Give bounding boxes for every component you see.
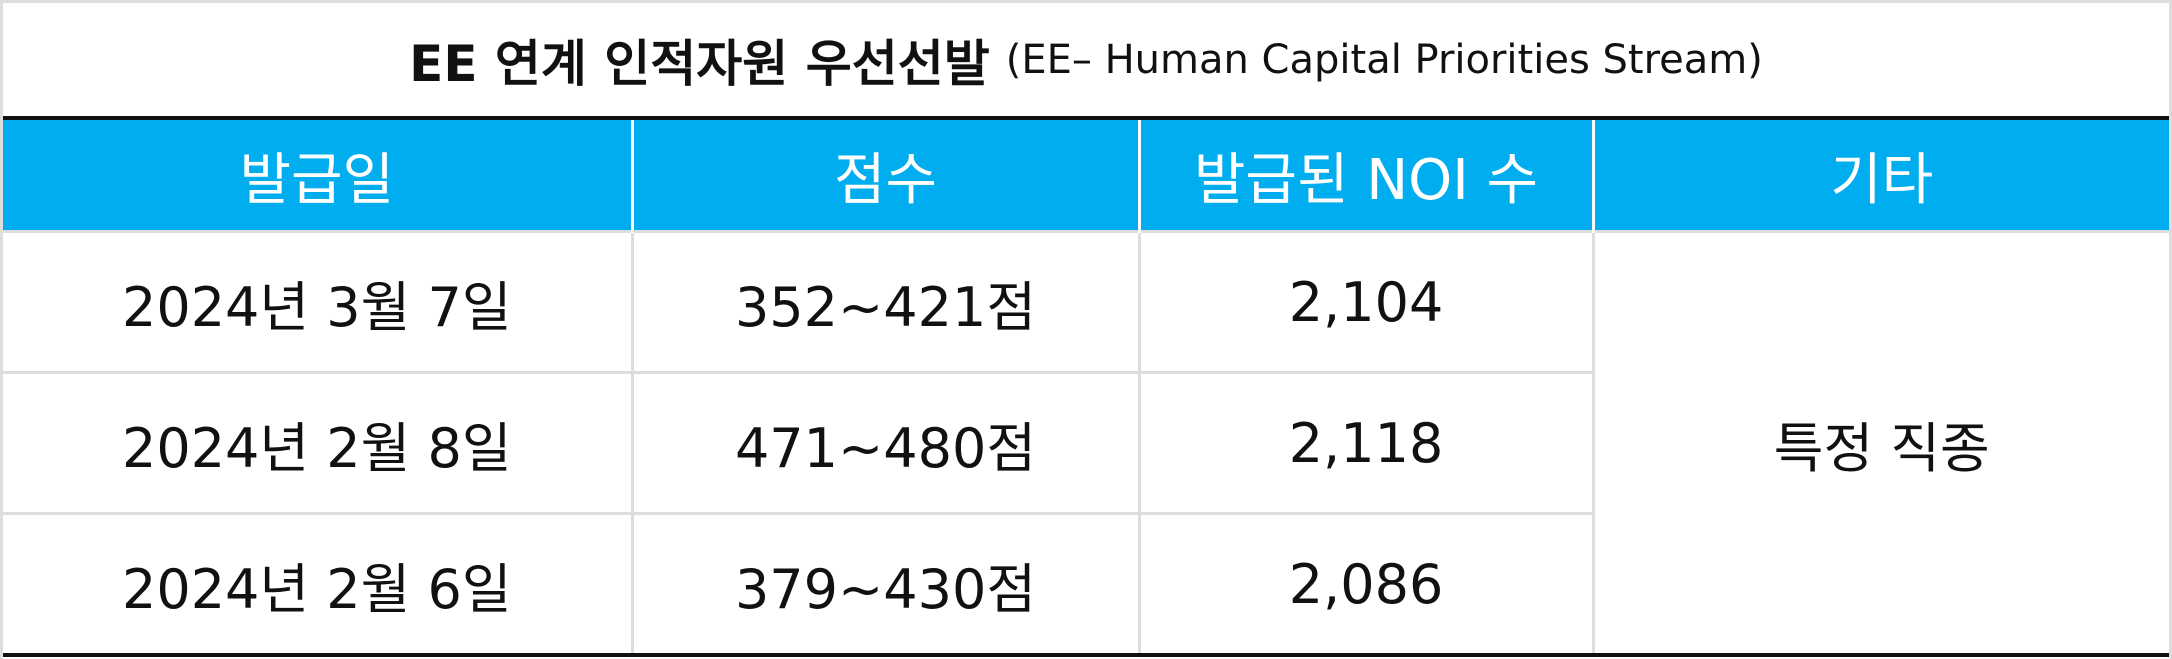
- cell: 2024년 2월 6일: [3, 512, 634, 657]
- table: 발급일 점수 발급된 NOI 수 기타 2024년 3월 7일 352~421점 2,10…: [3, 120, 2169, 657]
- cell: 2024년 3월 7일: [3, 230, 634, 374]
- subtitle: (EE– Human Capital Priorities Stream): [1005, 36, 1763, 83]
- title-bar: EE 연계 인적자원 우선선발 (EE– Human Capital Prior…: [3, 0, 2169, 120]
- cell: 2,086: [1137, 512, 1595, 657]
- cell: 2,104: [1137, 230, 1595, 374]
- header-row: 발급일 점수 발급된 NOI 수 기타: [3, 120, 2169, 232]
- row: 2024년 3월 7일 352~421점 2,104 특정 직종: [3, 230, 2169, 657]
- title: EE 연계 인적자원 우선선발: [409, 34, 990, 93]
- cell: 2,118: [1137, 371, 1595, 515]
- header-cell: 기타: [1591, 120, 2169, 232]
- header-cell: 점수: [630, 120, 1139, 232]
- row: 2024년 2월 6일 379~430점 2,086: [3, 512, 2169, 657]
- header-cell: 발급된 NOI 수: [1137, 120, 1593, 232]
- cell: 2024년 2월 8일: [3, 371, 634, 515]
- row: 2024년 2월 8일 471~480점 2,118: [3, 371, 2169, 515]
- header-cell: 발급일: [3, 120, 632, 232]
- cell: 379~430점: [630, 512, 1141, 657]
- cell: 352~421점: [630, 230, 1141, 374]
- cell: 471~480점: [630, 371, 1141, 515]
- merged-cell: 특정 직종: [1591, 230, 2169, 657]
